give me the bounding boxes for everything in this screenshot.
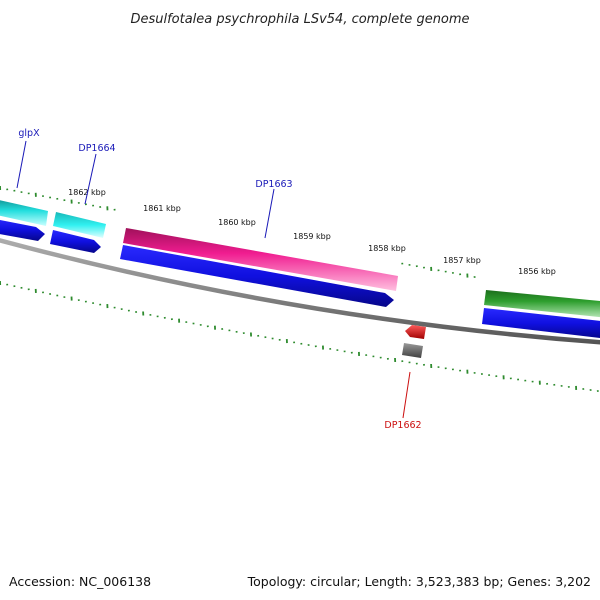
gene-dp1664-feature[interactable] (53, 212, 106, 238)
cds-arrow-4[interactable] (482, 308, 600, 339)
gene-label-dp1663[interactable]: DP1663 (255, 179, 292, 190)
gene-label-leaders (16, 140, 411, 419)
cds-arrow-3[interactable] (120, 245, 394, 307)
scale-label-1859: 1859 kbp (293, 232, 331, 241)
gene-glpx-feature[interactable] (0, 198, 48, 226)
gene-label-glpx[interactable]: glpX (18, 128, 40, 139)
cds-arrow-2[interactable] (50, 230, 101, 253)
scale-label-1860: 1860 kbp (218, 218, 256, 227)
outer-tick-track (0, 185, 476, 278)
scale-label-1856: 1856 kbp (518, 267, 556, 276)
scale-label-1858: 1858 kbp (368, 244, 406, 253)
gene-red-feature[interactable] (405, 325, 426, 339)
scale-labels: 1862 kbp 1861 kbp 1860 kbp 1859 kbp 1858… (68, 188, 556, 276)
cds-arrow-1[interactable] (0, 218, 45, 241)
map-title: Desulfotalea psychrophila LSv54, complet… (130, 12, 469, 27)
gene-label-dp1662[interactable]: DP1662 (384, 420, 421, 431)
genome-backbone (0, 238, 600, 345)
inner-tick-track (0, 280, 599, 392)
gene-dp1663-feature[interactable] (123, 228, 398, 291)
genome-summary-text: Topology: circular; Length: 3,523,383 bp… (247, 574, 591, 589)
scale-label-1861: 1861 kbp (143, 204, 181, 213)
scale-label-1857: 1857 kbp (443, 256, 481, 265)
accession-text: Accession: NC_006138 (9, 574, 151, 589)
gene-dp1662-feature[interactable] (402, 343, 423, 358)
gene-right-feature[interactable] (484, 290, 600, 318)
scale-label-1862: 1862 kbp (68, 188, 106, 197)
gene-label-dp1664[interactable]: DP1664 (78, 143, 115, 154)
